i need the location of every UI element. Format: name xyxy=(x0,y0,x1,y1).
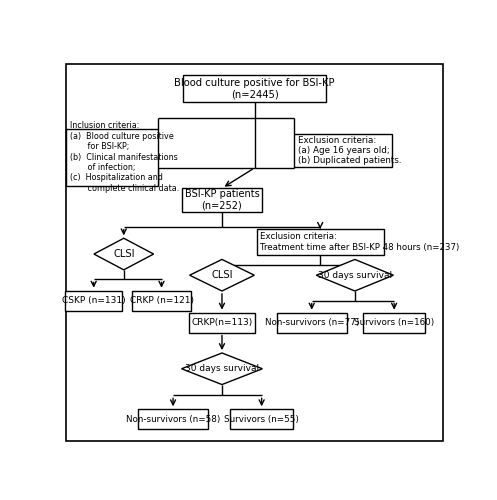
FancyBboxPatch shape xyxy=(132,290,191,310)
FancyBboxPatch shape xyxy=(231,409,293,429)
FancyBboxPatch shape xyxy=(256,229,384,255)
Polygon shape xyxy=(181,353,262,384)
Text: Exclusion criteria:
Treatment time after BSI-KP 48 hours (n=237): Exclusion criteria: Treatment time after… xyxy=(260,232,460,252)
FancyBboxPatch shape xyxy=(66,128,159,186)
Text: Non-survivors (n=58): Non-survivors (n=58) xyxy=(126,414,220,424)
Text: Exclusion criteria:
(a) Age 16 years old;
(b) Duplicated patients.: Exclusion criteria: (a) Age 16 years old… xyxy=(298,136,402,166)
Text: 30 days survival: 30 days survival xyxy=(318,270,392,280)
Text: CRKP (n=121): CRKP (n=121) xyxy=(130,296,193,305)
Text: Non-survivors (n=77): Non-survivors (n=77) xyxy=(264,318,359,327)
Text: 30 days survival: 30 days survival xyxy=(185,364,259,374)
Polygon shape xyxy=(94,238,154,270)
Text: Survivors (n=55): Survivors (n=55) xyxy=(224,414,299,424)
FancyBboxPatch shape xyxy=(138,409,208,429)
Polygon shape xyxy=(190,260,254,291)
FancyBboxPatch shape xyxy=(189,312,255,332)
FancyBboxPatch shape xyxy=(183,76,326,102)
FancyBboxPatch shape xyxy=(363,312,425,332)
Text: Blood culture positive for BSI-KP
(n=2445): Blood culture positive for BSI-KP (n=244… xyxy=(174,78,335,100)
Text: Inclusion criteria:
(a)  Blood culture positive
       for BSI-KP;
(b)  Clinical: Inclusion criteria: (a) Blood culture po… xyxy=(70,122,179,192)
Text: CLSI: CLSI xyxy=(211,270,233,280)
Text: Survivors (n=160): Survivors (n=160) xyxy=(354,318,434,327)
FancyBboxPatch shape xyxy=(294,134,393,168)
FancyBboxPatch shape xyxy=(277,312,347,332)
Text: CLSI: CLSI xyxy=(113,249,135,259)
Text: CRKP(n=113): CRKP(n=113) xyxy=(191,318,252,327)
Text: CSKP (n=131): CSKP (n=131) xyxy=(62,296,126,305)
Text: BSI-KP patients
(n=252): BSI-KP patients (n=252) xyxy=(184,190,259,211)
FancyBboxPatch shape xyxy=(65,290,122,310)
FancyBboxPatch shape xyxy=(181,188,262,212)
Polygon shape xyxy=(317,260,394,291)
